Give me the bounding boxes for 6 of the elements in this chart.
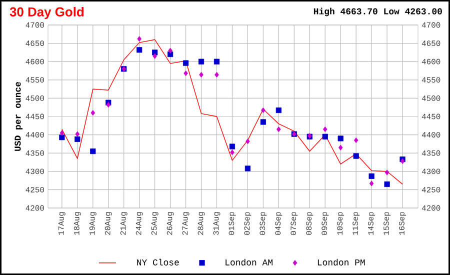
legend-label: London PM <box>318 258 365 266</box>
chart-title: 30 Day Gold <box>10 6 84 20</box>
y-axis-title: USD per ounce <box>14 82 23 151</box>
legend-label: NY Close <box>137 258 179 266</box>
legend-label: London AM <box>226 258 272 266</box>
chart-subtitle: High 4663.70 Low 4263.00 <box>314 8 442 16</box>
